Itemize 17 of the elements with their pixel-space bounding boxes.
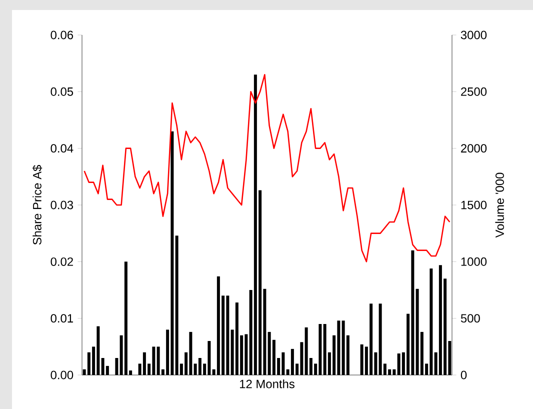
y2-tick-label: 2500 — [461, 87, 487, 96]
y-axis-title: Share Price A$ — [32, 165, 42, 245]
y2-tick-label: 1500 — [461, 200, 487, 210]
y-tick-label: 0.00 — [50, 370, 74, 380]
y-tick-label: 0.01 — [50, 314, 73, 323]
y2-axis-title: Volume '000 — [495, 172, 504, 238]
y2-tick-label: 2000 — [461, 144, 487, 153]
y-tick-label: 0.04 — [50, 144, 74, 153]
y-tick-label: 0.06 — [50, 30, 74, 40]
y2-tick-label: 3000 — [460, 30, 487, 40]
y2-tick-label: 0 — [460, 370, 467, 380]
y2-tick-label: 500 — [460, 314, 480, 323]
y-tick-label: 0.03 — [50, 200, 74, 210]
y-tick-label: 0.02 — [50, 257, 73, 266]
y-tick-label: 0.05 — [50, 87, 74, 96]
y2-tick-label: 1000 — [461, 257, 487, 266]
x-axis-title: 12 Months — [240, 379, 294, 388]
